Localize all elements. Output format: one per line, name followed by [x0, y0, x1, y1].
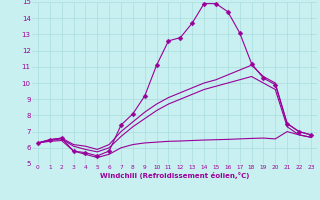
- X-axis label: Windchill (Refroidissement éolien,°C): Windchill (Refroidissement éolien,°C): [100, 172, 249, 179]
